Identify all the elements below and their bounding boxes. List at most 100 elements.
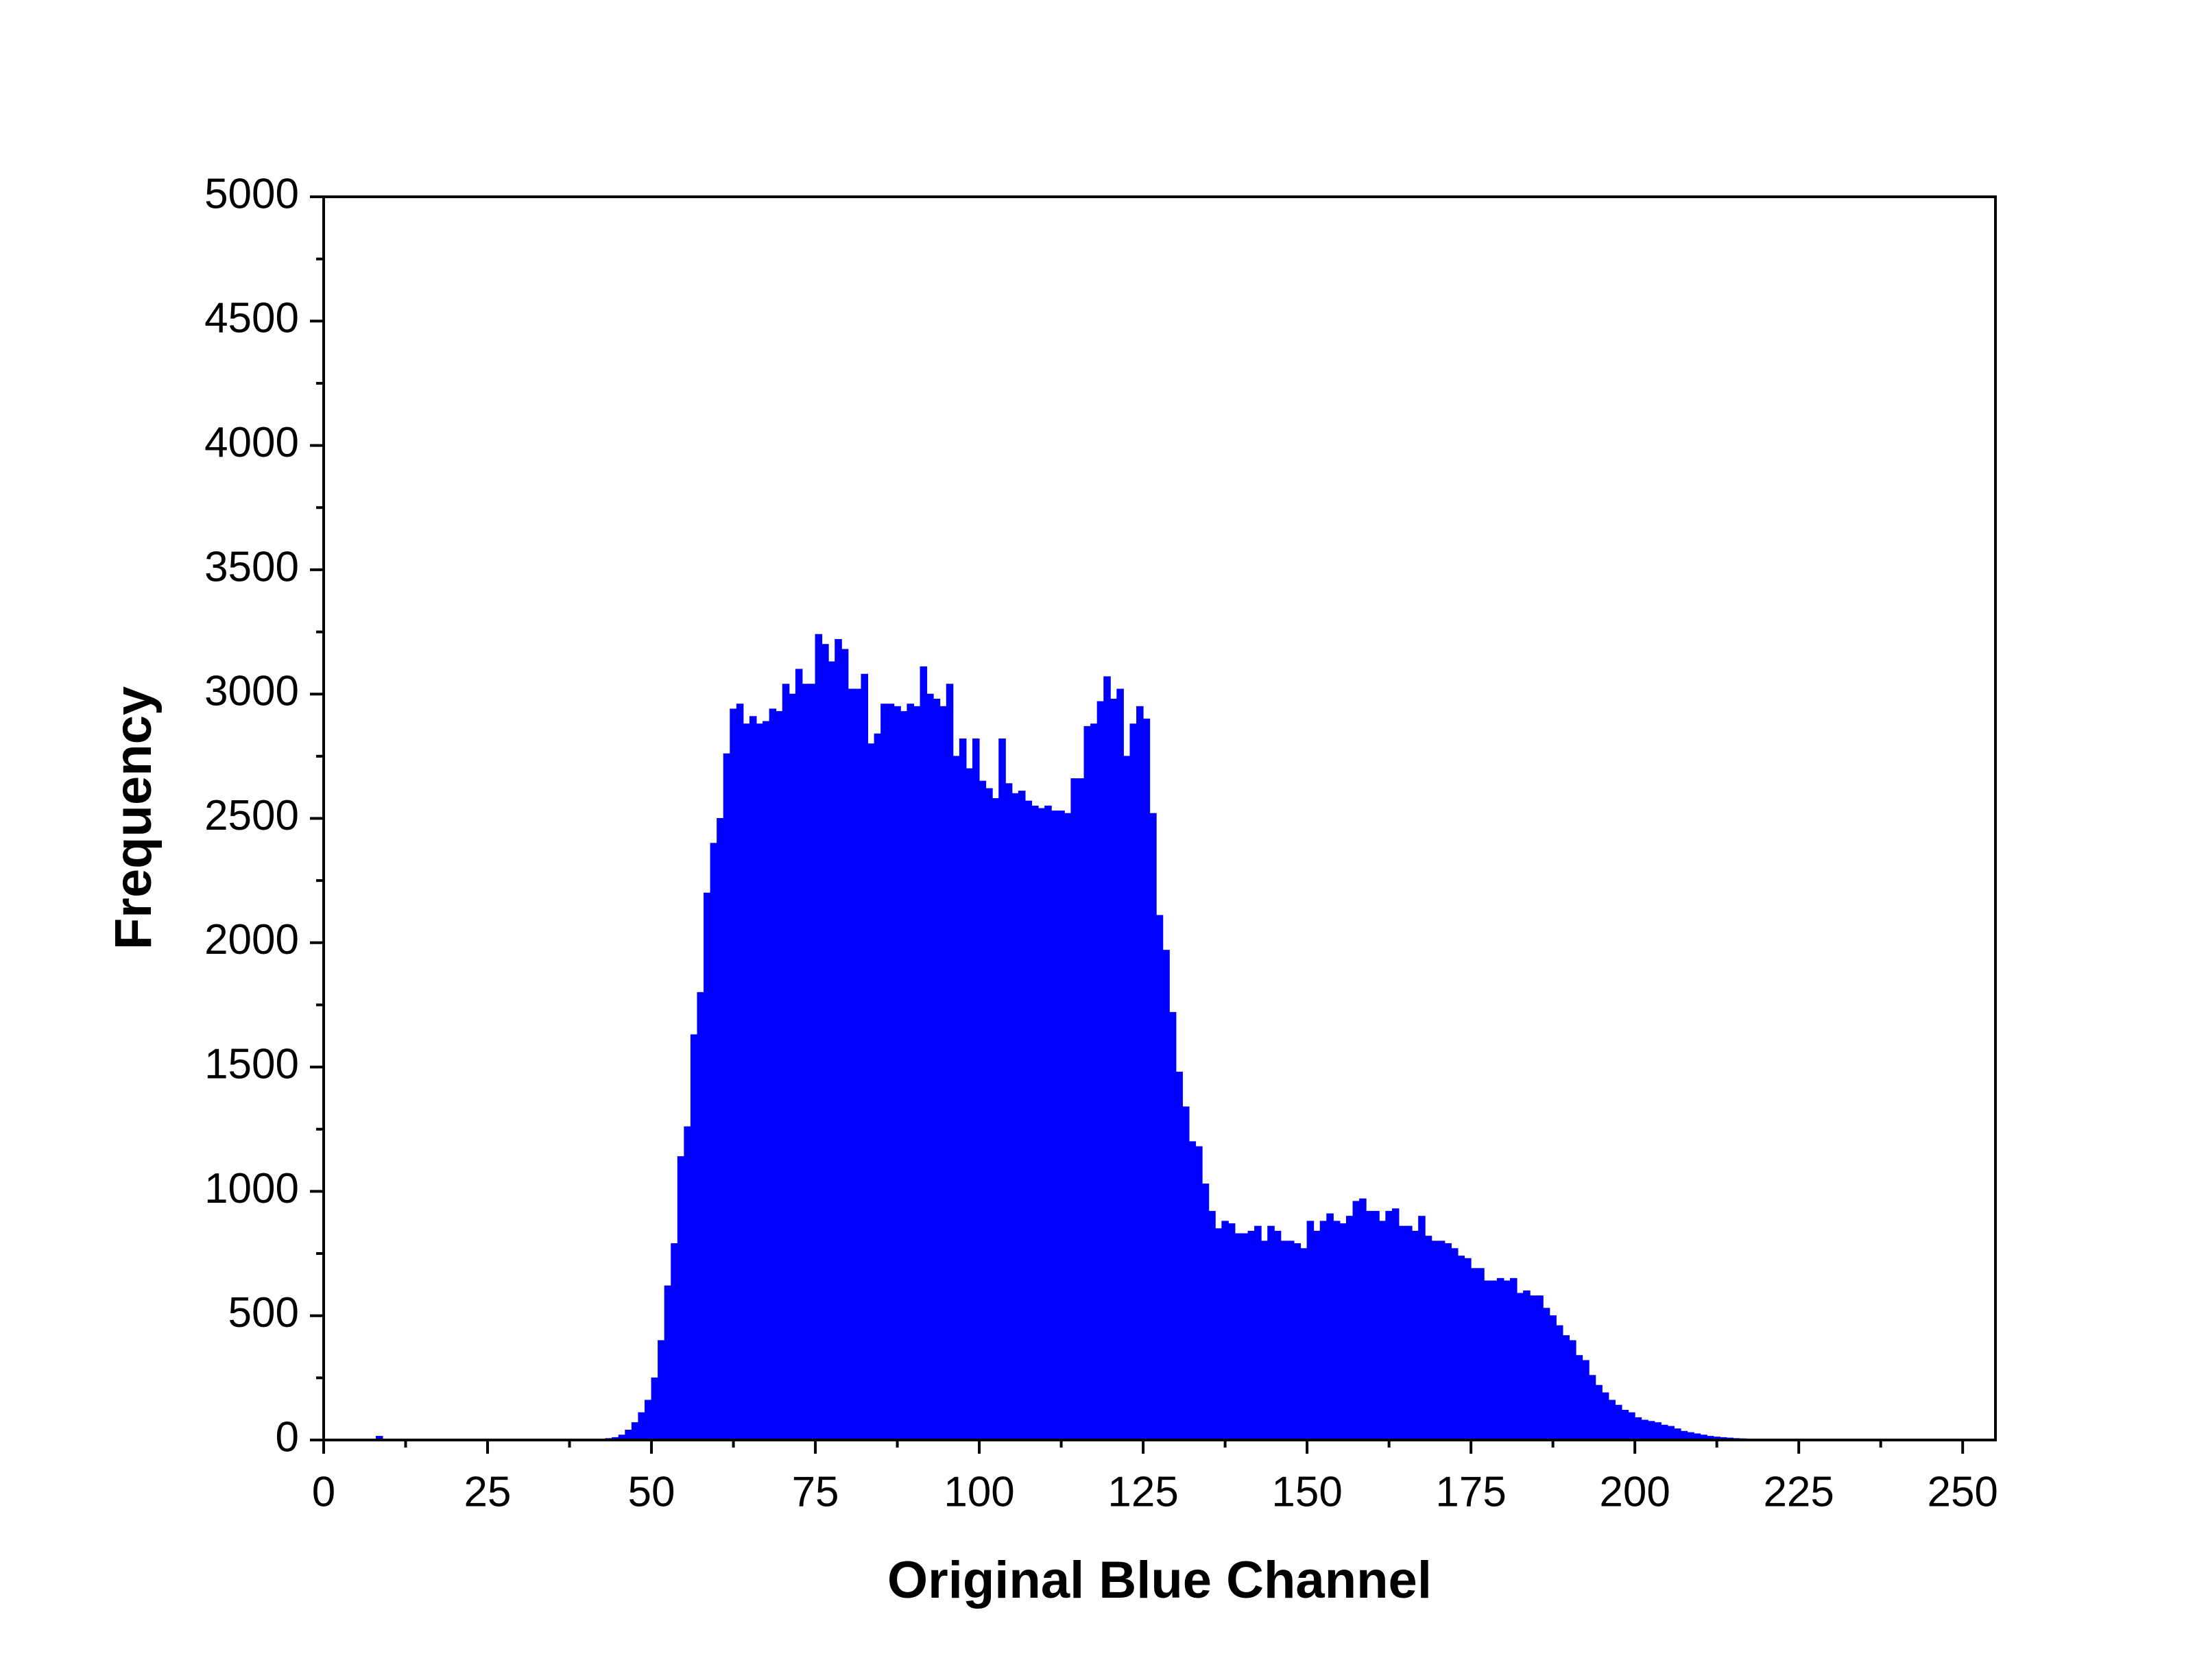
bar <box>1083 725 1092 1441</box>
bar <box>1667 1426 1675 1441</box>
bar <box>1149 813 1157 1441</box>
bar <box>1431 1240 1439 1441</box>
bar <box>1536 1295 1544 1441</box>
bar <box>1332 1221 1341 1441</box>
bar <box>1628 1412 1635 1441</box>
bar <box>1234 1233 1243 1441</box>
bar <box>835 638 842 1441</box>
bar <box>1319 1221 1328 1441</box>
bar <box>808 684 816 1441</box>
bar <box>1490 1280 1498 1441</box>
bar <box>1221 1221 1229 1441</box>
bar <box>1523 1290 1531 1441</box>
bar <box>1064 813 1072 1441</box>
bar <box>1398 1225 1406 1441</box>
bar <box>880 704 888 1441</box>
bar <box>1096 701 1105 1441</box>
bar <box>1569 1340 1576 1441</box>
bar <box>1345 1216 1354 1441</box>
bar <box>736 704 744 1441</box>
bar <box>1608 1400 1616 1441</box>
bar <box>1037 808 1046 1441</box>
bar <box>1405 1225 1413 1441</box>
bar <box>1142 718 1151 1441</box>
bar <box>959 738 967 1441</box>
bar <box>1437 1240 1446 1441</box>
x-tick-label: 225 <box>1763 1468 1834 1515</box>
bar <box>1313 1230 1321 1441</box>
bar <box>802 684 809 1441</box>
bar <box>1418 1216 1426 1441</box>
y-axis-label: Frequency <box>104 686 163 950</box>
x-tick-label: 50 <box>628 1468 675 1515</box>
bar <box>704 892 711 1441</box>
x-tick-label: 200 <box>1599 1468 1670 1515</box>
bar <box>1595 1384 1603 1441</box>
bar <box>756 723 764 1441</box>
bar <box>1280 1240 1288 1441</box>
bar <box>1660 1424 1668 1441</box>
bar <box>821 644 829 1441</box>
bar <box>972 738 980 1441</box>
bar <box>1470 1268 1478 1441</box>
bar <box>690 1034 698 1441</box>
bar <box>1450 1248 1459 1441</box>
bar <box>1444 1243 1452 1441</box>
bar <box>1424 1236 1432 1441</box>
bar <box>985 788 993 1441</box>
bar <box>1162 950 1170 1441</box>
x-tick-label: 150 <box>1271 1468 1342 1515</box>
y-tick-label: 3000 <box>204 668 299 715</box>
bar <box>743 723 750 1441</box>
bar <box>913 706 921 1441</box>
bar <box>867 743 875 1441</box>
bar <box>1562 1335 1570 1441</box>
bar <box>887 704 895 1441</box>
bar <box>1293 1243 1302 1441</box>
x-tick-label: 125 <box>1107 1468 1178 1515</box>
bar <box>1516 1293 1524 1441</box>
bar <box>1674 1428 1681 1441</box>
x-tick-label: 25 <box>464 1468 512 1515</box>
bar <box>638 1412 645 1441</box>
bar <box>1601 1392 1609 1441</box>
bar <box>1614 1404 1622 1441</box>
bar <box>1129 723 1138 1441</box>
bar <box>939 706 947 1441</box>
bar <box>1103 676 1111 1441</box>
bar <box>1254 1225 1262 1441</box>
bar <box>1582 1360 1590 1441</box>
bar <box>1175 1071 1183 1441</box>
bar <box>658 1340 665 1441</box>
bar <box>717 818 724 1441</box>
bar <box>933 698 941 1441</box>
bar <box>1018 791 1026 1441</box>
y-tick-label: 2500 <box>204 792 299 839</box>
bar <box>651 1377 659 1441</box>
bar <box>769 708 777 1441</box>
bar <box>671 1243 678 1441</box>
bar <box>1503 1280 1511 1441</box>
bar <box>1208 1210 1216 1441</box>
bar <box>1110 698 1118 1441</box>
bar <box>1372 1210 1380 1441</box>
bar <box>776 711 783 1441</box>
bar <box>1529 1295 1537 1441</box>
bar <box>1247 1230 1256 1441</box>
bar <box>874 733 882 1441</box>
bar <box>697 992 705 1441</box>
bar <box>1326 1213 1334 1441</box>
bar <box>1378 1221 1387 1441</box>
y-tick-label: 500 <box>228 1289 299 1336</box>
x-tick-label: 0 <box>312 1468 335 1515</box>
bar <box>1483 1280 1491 1441</box>
bar <box>730 708 737 1441</box>
bar <box>1339 1223 1347 1441</box>
bars <box>375 634 1766 1441</box>
bar <box>1300 1248 1308 1441</box>
bar <box>644 1400 652 1441</box>
bar <box>1359 1198 1367 1441</box>
bar <box>677 1156 685 1441</box>
bar <box>684 1126 691 1441</box>
bar <box>1031 805 1039 1441</box>
